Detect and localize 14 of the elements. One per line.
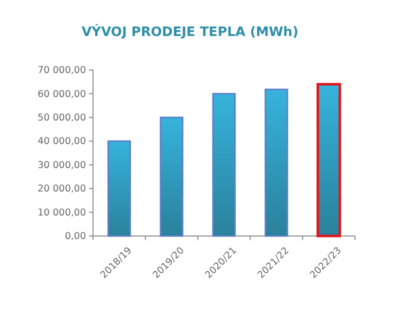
y-tick-label: 40 000,00 [38,136,86,148]
bar [264,88,288,237]
y-tick-label: 50 000,00 [38,112,86,124]
y-tick-label: 10 000,00 [38,207,86,218]
y-tick-label: 30 000,00 [38,160,86,171]
chart-title: VÝVOJ PRODEJE TEPLA (MWh) [82,23,298,40]
y-tick-label: 20 000,00 [38,184,86,195]
bar [160,116,184,237]
bar [107,140,131,237]
y-tick-label: 70 000,00 [38,65,86,76]
y-tick-label: 60 000,00 [38,88,86,100]
y-tick-label: 0,00 [64,231,86,242]
bar [212,92,236,237]
bar [316,82,342,238]
